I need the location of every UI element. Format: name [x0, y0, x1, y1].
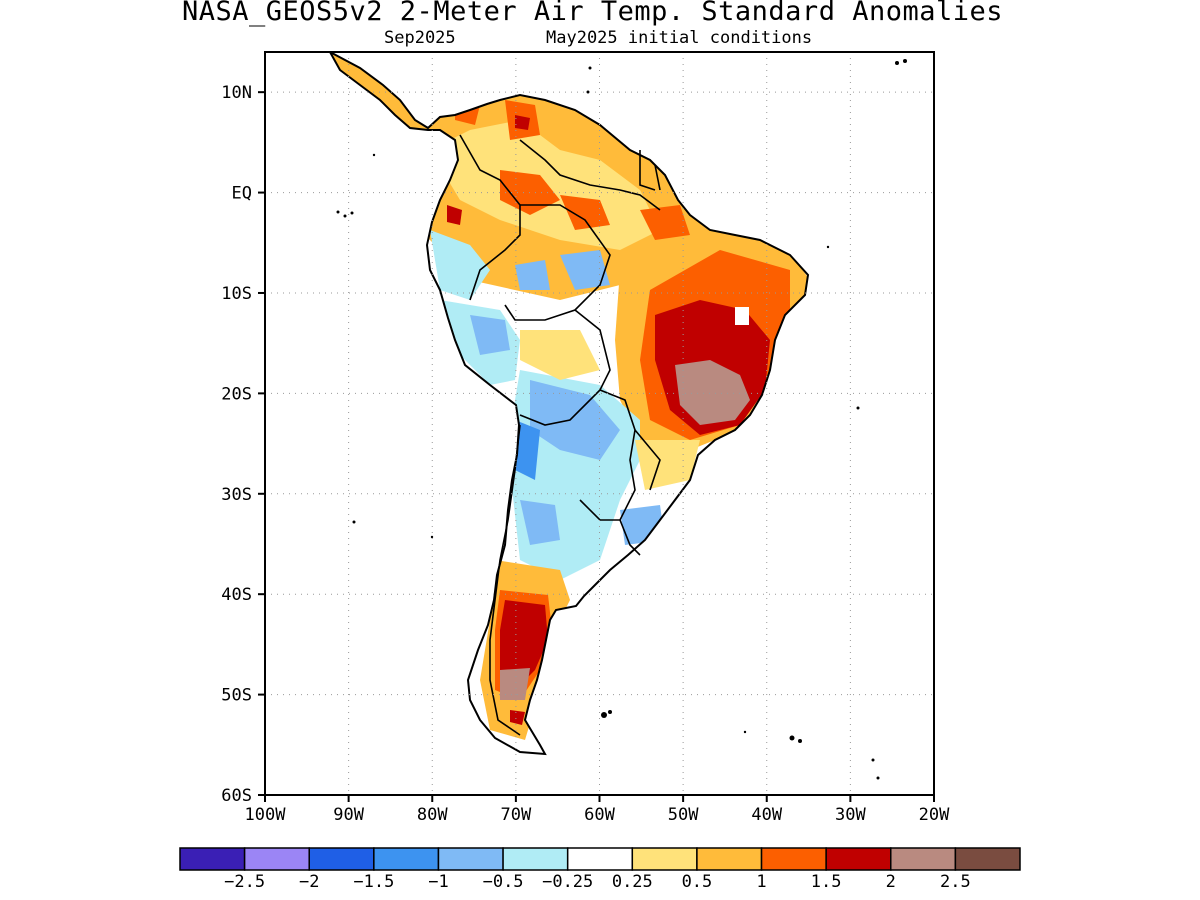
lon-tick-label: 50W — [668, 805, 699, 825]
legend-swatch — [696, 847, 763, 871]
lat-tick-label: 40S — [221, 585, 252, 605]
legend-swatch — [566, 847, 634, 871]
islands — [336, 59, 907, 780]
lon-tick-label: 40W — [751, 805, 782, 825]
latitude-ticks: 10N EQ 10S 20S 30S 40S 50S 60S — [221, 83, 265, 806]
legend-swatch — [954, 847, 1021, 871]
map-title: NASA_GEOS5v2 2-Meter Air Temp. Standard … — [181, 0, 1003, 27]
legend-swatch — [373, 847, 440, 871]
color-legend — [179, 847, 1021, 871]
lon-tick-label: 80W — [417, 805, 448, 825]
legend-swatch — [825, 847, 892, 871]
lon-tick-label: 30W — [835, 805, 866, 825]
legend-label: 1.5 — [811, 872, 842, 892]
map-border — [264, 51, 935, 796]
forecast-month: Sep2025 — [384, 28, 456, 48]
lon-tick-label: 100W — [245, 805, 287, 825]
legend-label: −0.5 — [483, 872, 524, 892]
legend-swatch — [760, 847, 827, 871]
legend-swatch — [502, 847, 569, 871]
lat-tick-label: 20S — [221, 384, 252, 404]
lon-tick-label: 70W — [501, 805, 532, 825]
country-borders — [459, 134, 661, 736]
lat-tick-label: 60S — [221, 786, 252, 806]
lon-tick-label: 60W — [584, 805, 615, 825]
legend-swatch — [179, 847, 246, 871]
legend-swatch — [631, 847, 698, 871]
legend-label: 0.25 — [612, 872, 653, 892]
lat-tick-label: 30S — [221, 485, 252, 505]
legend-label: −1 — [428, 872, 448, 892]
lat-tick-label: 10S — [221, 284, 252, 304]
legend-label: 0.5 — [682, 872, 713, 892]
legend-swatch — [437, 847, 504, 871]
lat-tick-label: 50S — [221, 686, 252, 706]
legend-labels: −2.5 −2 −1.5 −1 −0.5 −0.25 0.25 0.5 1 1.5 2 2.5 — [224, 872, 971, 892]
legend-label: 2 — [886, 872, 896, 892]
coastline — [328, 52, 810, 756]
legend-swatch — [308, 847, 375, 871]
longitude-ticks: 100W 90W 80W 70W 60W 50W 40W 30W 20W — [245, 795, 950, 825]
legend-label: −2 — [299, 872, 319, 892]
lat-tick-label: EQ — [232, 184, 252, 204]
legend-label: 2.5 — [940, 872, 971, 892]
legend-swatch — [890, 847, 957, 871]
legend-swatch — [243, 847, 310, 871]
legend-label: −0.25 — [542, 872, 593, 892]
lon-tick-label: 90W — [333, 805, 364, 825]
initial-conditions: May2025 initial conditions — [546, 28, 813, 48]
legend-label: 1 — [756, 872, 766, 892]
lat-tick-label: 10N — [221, 83, 252, 103]
lon-tick-label: 20W — [919, 805, 950, 825]
legend-label: −2.5 — [224, 872, 265, 892]
legend-label: −1.5 — [353, 872, 394, 892]
